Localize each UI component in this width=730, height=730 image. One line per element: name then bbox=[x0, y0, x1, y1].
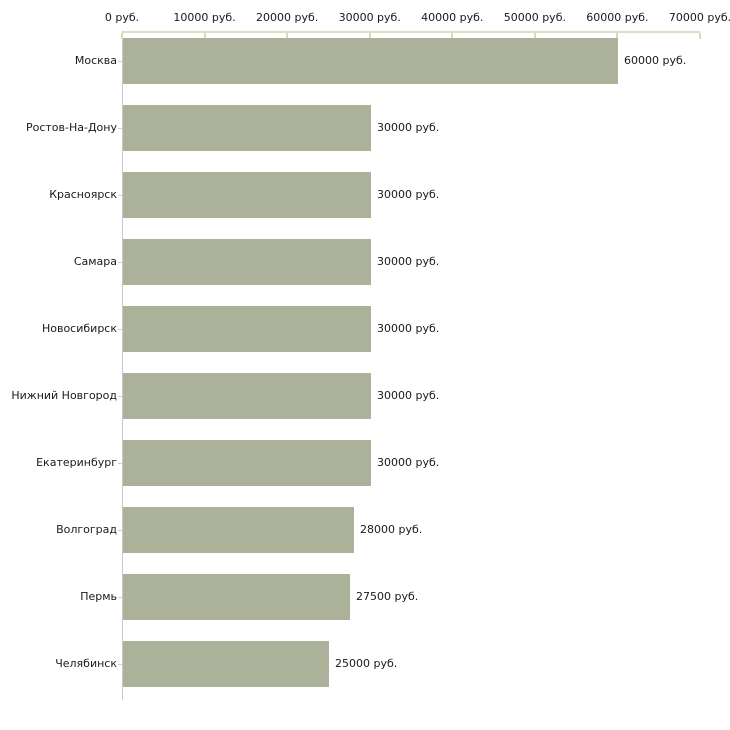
x-tick-label: 60000 руб. bbox=[586, 11, 649, 24]
bar bbox=[123, 172, 371, 218]
category-tick-mark bbox=[118, 195, 122, 196]
x-tick-label: 40000 руб. bbox=[421, 11, 484, 24]
bar bbox=[123, 306, 371, 352]
value-label: 30000 руб. bbox=[377, 121, 440, 134]
category-label: Новосибирск bbox=[41, 322, 117, 335]
value-label: 30000 руб. bbox=[377, 188, 440, 201]
category-tick-mark bbox=[118, 597, 122, 598]
value-label: 25000 руб. bbox=[335, 657, 398, 670]
x-tick-mark bbox=[286, 33, 289, 39]
x-tick-label: 0 руб. bbox=[104, 11, 140, 24]
x-tick-mark bbox=[533, 33, 536, 39]
bar bbox=[123, 38, 618, 84]
category-label: Пермь bbox=[80, 590, 117, 603]
category-label: Челябинск bbox=[55, 657, 117, 670]
x-tick-mark bbox=[121, 33, 123, 39]
x-tick-mark bbox=[368, 33, 371, 39]
value-label: 27500 руб. bbox=[356, 590, 419, 603]
x-axis-line bbox=[122, 31, 700, 33]
category-tick-mark bbox=[118, 463, 122, 464]
category-tick-mark bbox=[118, 128, 122, 129]
category-label: Екатеринбург bbox=[36, 456, 117, 469]
category-tick-mark bbox=[118, 61, 122, 62]
value-label: 60000 руб. bbox=[624, 54, 687, 67]
value-label: 30000 руб. bbox=[377, 389, 440, 402]
x-tick-label: 30000 руб. bbox=[338, 11, 401, 24]
category-label: Ростов-На-Дону bbox=[25, 121, 117, 134]
category-tick-mark bbox=[118, 530, 122, 531]
bar bbox=[123, 239, 371, 285]
category-label: Волгоград bbox=[56, 523, 117, 536]
x-tick-label: 70000 руб. bbox=[668, 11, 730, 24]
x-tick-mark bbox=[203, 33, 206, 39]
category-label: Самара bbox=[73, 255, 117, 268]
category-tick-mark bbox=[118, 329, 122, 330]
bar bbox=[123, 105, 371, 151]
category-tick-mark bbox=[118, 396, 122, 397]
x-tick-label: 50000 руб. bbox=[503, 11, 566, 24]
y-axis-line bbox=[122, 31, 123, 700]
category-label: Нижний Новгород bbox=[11, 389, 117, 402]
category-label: Красноярск bbox=[49, 188, 117, 201]
bar bbox=[123, 574, 350, 620]
x-tick-label: 20000 руб. bbox=[256, 11, 319, 24]
x-tick-label: 10000 руб. bbox=[173, 11, 236, 24]
category-label: Москва bbox=[74, 54, 117, 67]
x-tick-mark bbox=[699, 33, 701, 39]
value-label: 30000 руб. bbox=[377, 456, 440, 469]
bar bbox=[123, 641, 329, 687]
x-tick-mark bbox=[451, 33, 454, 39]
value-label: 30000 руб. bbox=[377, 322, 440, 335]
category-tick-mark bbox=[118, 664, 122, 665]
bar bbox=[123, 440, 371, 486]
bar bbox=[123, 507, 354, 553]
bar bbox=[123, 373, 371, 419]
x-tick-mark bbox=[616, 33, 619, 39]
category-tick-mark bbox=[118, 262, 122, 263]
value-label: 30000 руб. bbox=[377, 255, 440, 268]
value-label: 28000 руб. bbox=[360, 523, 423, 536]
